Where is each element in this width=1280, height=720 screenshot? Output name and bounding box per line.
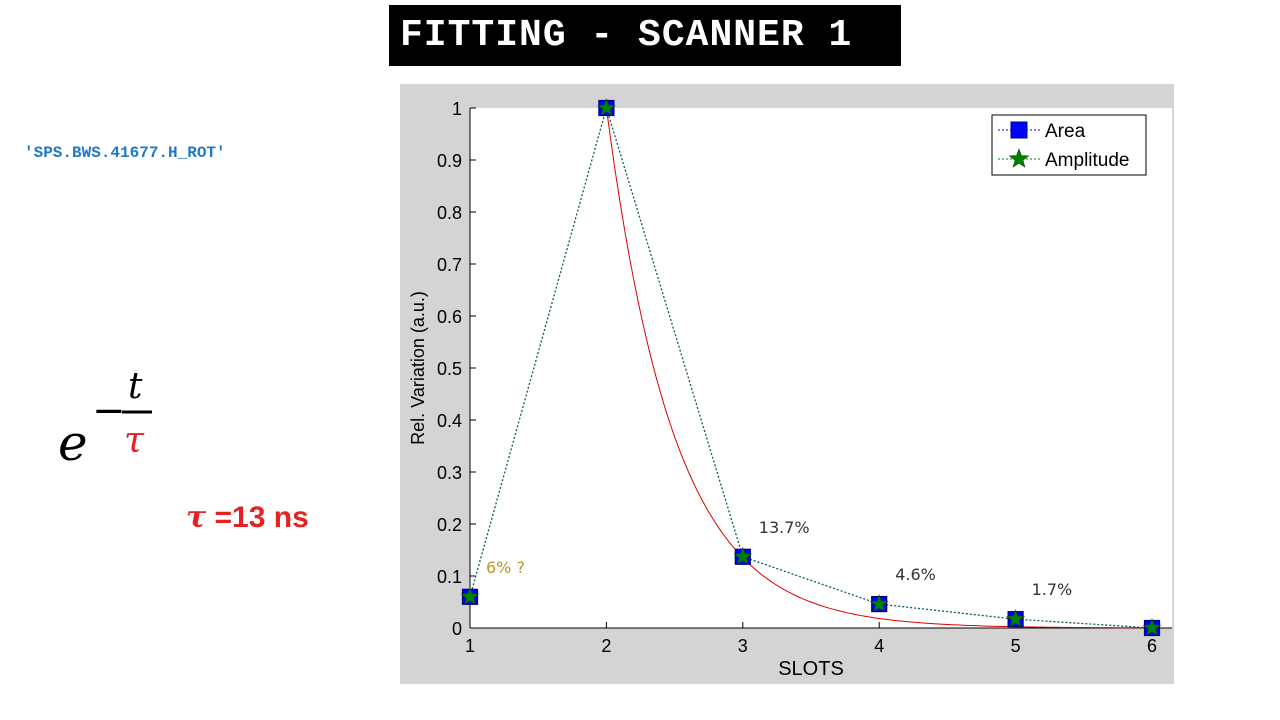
legend-label-amplitude: Amplitude (1045, 150, 1130, 171)
x-tick-label: 2 (601, 636, 611, 656)
formula-denominator: τ (124, 420, 145, 461)
amplitude-marker (869, 594, 889, 613)
y-tick-label: 1 (452, 99, 462, 119)
series-line-amplitude (469, 105, 1153, 629)
tau-symbol: τ (186, 500, 207, 535)
tau-value: τ =13 ns (186, 500, 309, 535)
y-tick-label: 0.1 (437, 567, 462, 587)
y-tick-label: 0 (452, 619, 462, 639)
y-axis-label: Rel. Variation (a.u.) (408, 291, 428, 445)
y-tick-label: 0.8 (437, 203, 462, 223)
fit-curve (605, 107, 1153, 629)
legend-label-area: Area (1045, 121, 1086, 142)
point-annotation: 13.7% (759, 518, 810, 537)
formula-base: e (58, 414, 88, 470)
y-tick-label: 0.7 (437, 255, 462, 275)
page-title: FITTING - SCANNER 1 (389, 5, 901, 66)
x-tick-label: 4 (874, 636, 884, 656)
device-id-label: 'SPS.BWS.41677.H_ROT' (24, 144, 226, 162)
y-tick-label: 0.3 (437, 463, 462, 483)
amplitude-marker (597, 98, 616, 116)
plot-area (470, 108, 1172, 628)
point-annotation: 6% ? (486, 558, 525, 577)
x-tick-label: 1 (465, 636, 475, 656)
fitting-chart: 0 0.1 0.2 0.3 0.4 0.5 0.6 0.7 0.8 0.9 1 1 2 3 4 5 6 SLOTS… (400, 84, 1174, 684)
y-tick-label: 0.5 (437, 359, 462, 379)
point-annotation: 4.6% (895, 565, 936, 584)
legend-marker-amplitude (1008, 148, 1030, 168)
formula-minus: − (92, 388, 126, 434)
amplitude-marker (1006, 609, 1025, 628)
point-annotation: 1.7% (1032, 580, 1073, 599)
amplitude-marker (1142, 618, 1162, 636)
x-tick-label: 3 (738, 636, 748, 656)
amplitude-marker (733, 546, 753, 565)
y-tick-label: 0.2 (437, 515, 462, 535)
exponential-formula: e − t τ (58, 366, 152, 470)
x-tick-label: 6 (1147, 636, 1157, 656)
y-tick-label: 0.6 (437, 307, 462, 327)
tau-value-text: =13 ns (206, 501, 309, 534)
x-axis-label: SLOTS (778, 658, 844, 680)
amplitude-marker (460, 586, 480, 605)
x-tick-label: 5 (1011, 636, 1021, 656)
y-tick-label: 0.9 (437, 151, 462, 171)
legend-marker-area (1010, 121, 1028, 139)
formula-numerator: t (128, 366, 143, 407)
y-tick-label: 0.4 (437, 411, 462, 431)
